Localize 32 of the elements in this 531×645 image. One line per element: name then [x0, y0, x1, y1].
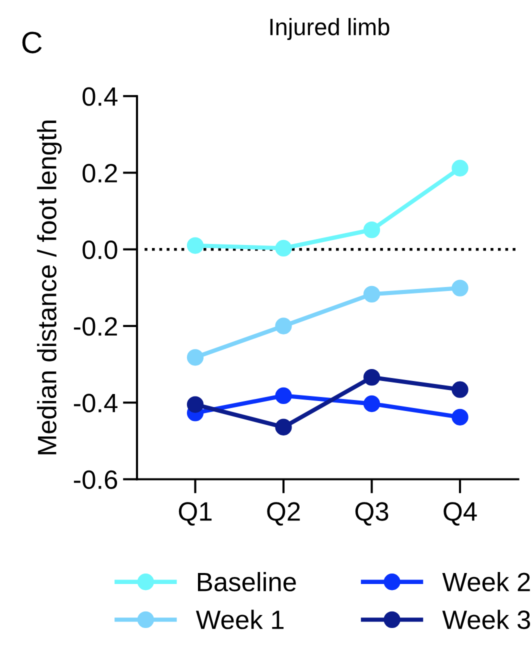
y-tick-label: 0.2 — [82, 164, 117, 183]
y-tick-label: -0.6 — [74, 470, 118, 490]
y-tick-label: 0.4 — [82, 87, 118, 106]
point — [452, 381, 468, 398]
legend-label: Week 3 — [442, 610, 530, 630]
text: C — [22, 32, 42, 54]
point — [186, 237, 204, 254]
point — [186, 396, 204, 413]
point — [452, 280, 468, 296]
x-tick-label: Q1 — [178, 502, 212, 526]
chart-title: Injured limb — [270, 18, 390, 40]
legend-label: Baseline — [198, 572, 296, 592]
x-tick-label: Q4 — [444, 502, 477, 526]
point — [363, 221, 380, 238]
point — [186, 349, 204, 366]
point — [363, 286, 380, 303]
point — [275, 387, 292, 404]
y-tick-label: 0.0 — [82, 240, 118, 260]
point — [452, 160, 468, 176]
y-axis-title: Median distance / foot length — [37, 120, 62, 454]
point — [275, 240, 292, 257]
x-tick-label: Q2 — [267, 502, 300, 526]
y-tick-label: -0.4 — [74, 394, 118, 412]
point — [275, 418, 292, 436]
point — [363, 368, 380, 386]
point — [452, 408, 468, 426]
legend-label: Week 1 — [196, 610, 284, 630]
point — [363, 395, 380, 412]
legend-label: Week 2 — [442, 572, 530, 592]
x-tick-label: Q3 — [355, 502, 388, 526]
y-tick-label: -0.2 — [74, 317, 117, 336]
point — [275, 318, 292, 334]
